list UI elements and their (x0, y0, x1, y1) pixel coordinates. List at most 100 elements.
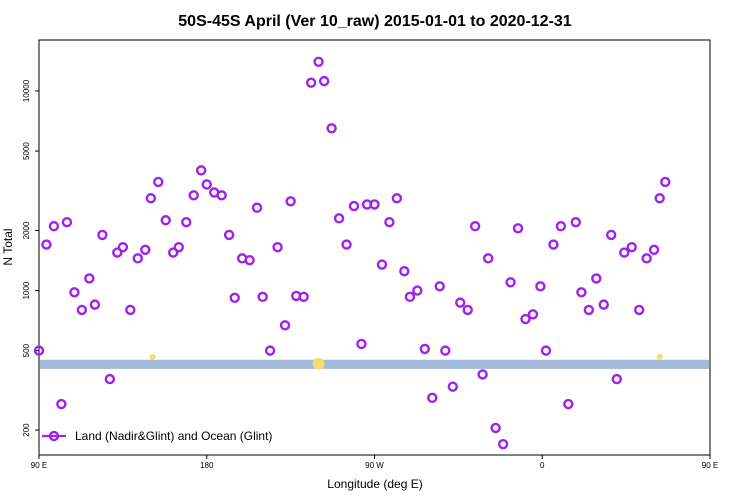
data-point (305, 77, 317, 88)
data-point (563, 398, 574, 410)
data-point (598, 299, 609, 310)
data-point (654, 193, 665, 204)
data-point (69, 287, 80, 298)
data-point (447, 381, 458, 392)
data-point (469, 221, 481, 232)
y-tick-label: 5000 (22, 142, 31, 160)
data-point (384, 217, 395, 228)
legend-marker (48, 430, 60, 442)
data-point (648, 244, 660, 256)
x-tick-label: 90 W (365, 461, 384, 470)
data-point (181, 217, 192, 228)
data-point (626, 241, 637, 253)
data-point (216, 190, 227, 201)
ocean-band-layer (40, 353, 709, 370)
x-tick-label: 180 (200, 461, 214, 470)
data-point (167, 247, 179, 258)
data-point (490, 422, 501, 434)
data-point (333, 213, 345, 224)
data-point (97, 229, 108, 241)
data-point (264, 345, 276, 356)
data-point (89, 299, 101, 310)
y-axis: 200 500 1000 2000 5000 10000 (22, 79, 39, 437)
legend: Land (Nadir&Glint) and Ocean (Glint) (42, 429, 272, 443)
data-point (279, 320, 291, 331)
data-point (188, 190, 199, 201)
data-point (462, 304, 473, 316)
y-axis-label: N Total (1, 228, 15, 265)
data-point (641, 253, 652, 264)
data-point (404, 291, 416, 303)
data-point (419, 343, 431, 355)
data-point (229, 292, 240, 303)
data-point (76, 304, 88, 316)
band-marker (312, 357, 325, 370)
data-point (160, 215, 171, 226)
data-point (540, 345, 552, 356)
data-point (285, 196, 296, 207)
x-tick-label: 90 E (702, 461, 718, 470)
data-point (369, 199, 380, 210)
data-point (112, 247, 123, 258)
data-point (257, 291, 268, 303)
y-tick-label: 10000 (22, 79, 31, 102)
data-point (48, 221, 60, 232)
data-point (195, 165, 207, 176)
data-point (318, 75, 330, 87)
data-point (117, 241, 129, 253)
data-point (555, 221, 567, 232)
data-point (535, 281, 546, 292)
series-points (33, 56, 671, 450)
data-point (619, 247, 630, 258)
data-point (611, 373, 623, 385)
data-point (223, 229, 235, 241)
data-point (527, 309, 539, 320)
data-point (356, 338, 367, 350)
data-point (140, 244, 151, 256)
x-tick-label: 90 E (31, 461, 47, 470)
data-point (482, 253, 494, 264)
data-point (41, 239, 52, 250)
y-tick-label: 1000 (22, 281, 31, 299)
legend-entry: Land (Nadir&Glint) and Ocean (Glint) (75, 429, 272, 443)
data-point (505, 277, 516, 288)
data-point (591, 273, 602, 284)
data-point (348, 200, 360, 212)
data-point (145, 193, 157, 204)
x-tick-label: 0 (540, 461, 545, 470)
chart-title: 50S-45S April (Ver 10_raw) 2015-01-01 to… (178, 13, 572, 30)
data-point (376, 259, 388, 270)
data-point (412, 285, 423, 296)
data-point (244, 254, 255, 266)
data-point (56, 398, 67, 410)
data-point (434, 281, 445, 292)
data-point (341, 239, 352, 250)
data-point (298, 291, 309, 303)
data-point (173, 241, 184, 253)
data-point (251, 202, 263, 213)
plot-frame (38, 39, 711, 456)
data-point (520, 313, 531, 325)
y-tick-label: 500 (22, 343, 31, 357)
data-point (84, 273, 95, 284)
data-point (660, 176, 671, 188)
data-point (104, 373, 116, 385)
y-tick-label: 200 (22, 423, 31, 437)
x-axis: 90 E 180 90 W 0 90 E (31, 455, 718, 470)
data-point (201, 179, 212, 190)
data-point (497, 438, 509, 450)
data-point (313, 56, 324, 67)
data-point (633, 304, 645, 316)
data-point (132, 253, 143, 264)
data-point (399, 266, 410, 277)
data-point (125, 304, 136, 316)
band-marker (656, 353, 663, 360)
data-point (326, 123, 337, 134)
data-point (272, 241, 283, 253)
data-point (33, 345, 45, 356)
data-point (455, 297, 466, 308)
data-point (153, 176, 164, 188)
data-point (606, 229, 617, 241)
data-point (391, 193, 403, 204)
